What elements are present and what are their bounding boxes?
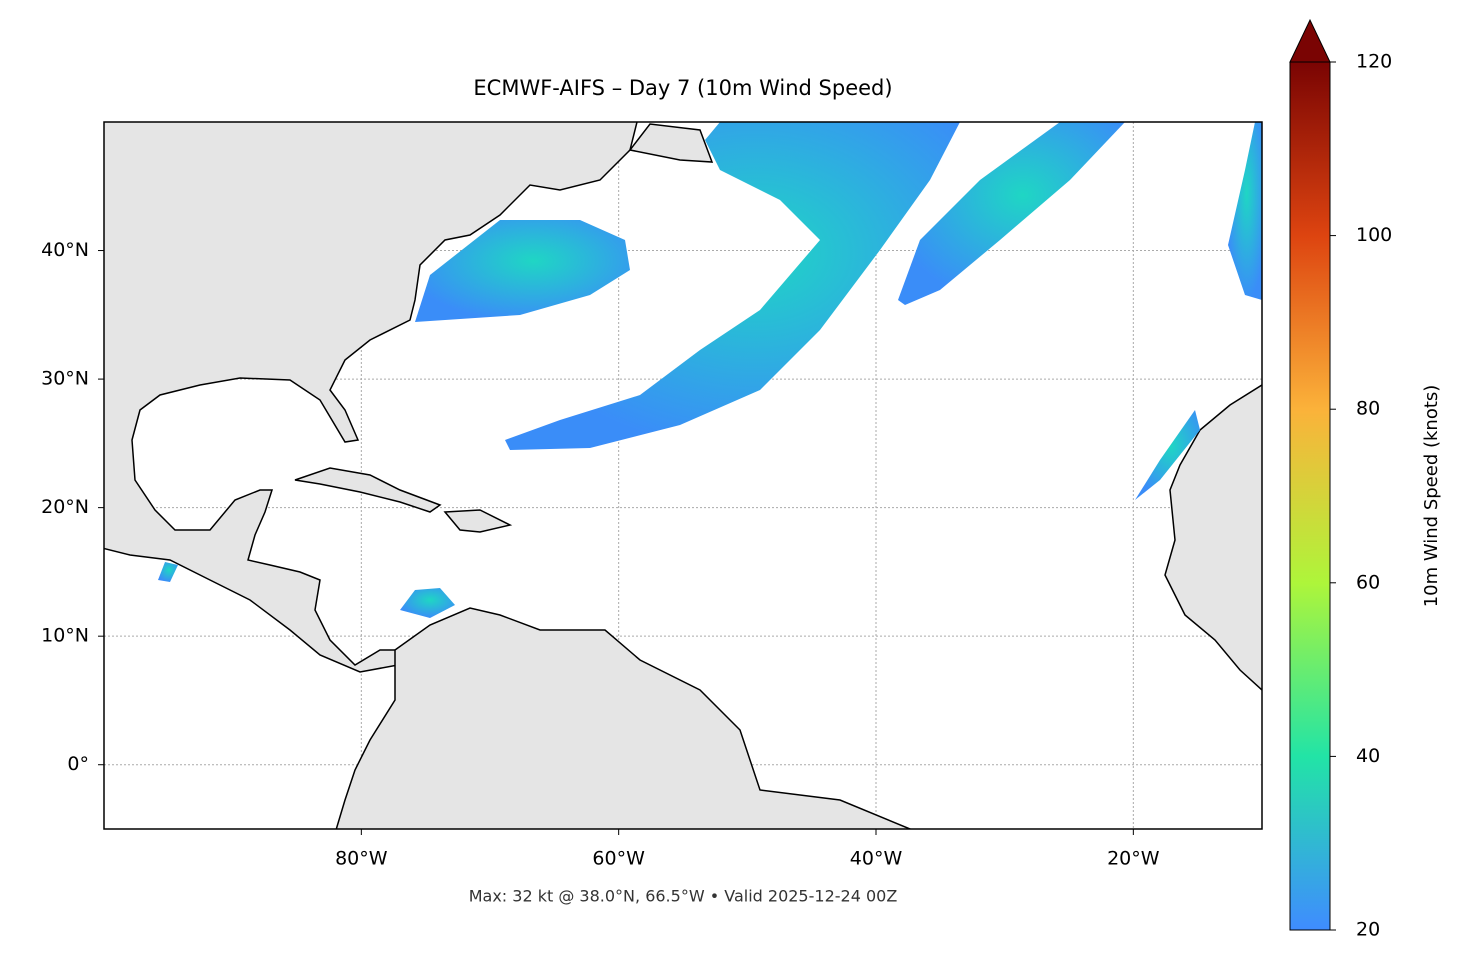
north-america	[104, 122, 638, 673]
colorbar-label: 10m Wind Speed (knots)	[1421, 385, 1442, 608]
colorbar-tick-label: 20	[1356, 919, 1380, 941]
title: ECMWF-AIFS – Day 7 (10m Wind Speed)	[473, 76, 892, 100]
hispaniola	[443, 509, 513, 533]
wind-region	[898, 122, 1125, 305]
wind-region	[1228, 122, 1262, 300]
newfoundland	[628, 123, 714, 163]
colorbar-tick-label: 60	[1356, 571, 1380, 593]
africa	[1164, 384, 1262, 691]
south-america	[335, 607, 911, 829]
cuba	[294, 467, 442, 513]
plot-frame	[103, 121, 1263, 830]
y-tick-label: 40°N	[41, 239, 89, 261]
y-tick-label: 20°N	[41, 496, 89, 518]
wind-region	[1135, 410, 1200, 500]
y-tick-label: 10°N	[41, 625, 89, 647]
wind-region	[158, 562, 178, 582]
colorbar-tick-label: 40	[1356, 745, 1380, 767]
colorbar-tick-label: 120	[1356, 51, 1392, 73]
colorbar-tick-label: 80	[1356, 398, 1380, 420]
wind-region	[415, 220, 630, 322]
x-tick-label: 80°W	[335, 848, 388, 870]
x-tick-label: 40°W	[850, 848, 903, 870]
y-tick-label: 0°	[67, 753, 89, 775]
wind-region	[400, 588, 455, 618]
x-tick-label: 60°W	[592, 848, 645, 870]
wind-region	[505, 122, 960, 450]
colorbar-extend	[1289, 18, 1331, 63]
x-tick-label: 20°W	[1107, 848, 1160, 870]
map-area	[104, 122, 1262, 829]
colorbar-tick-label: 100	[1356, 224, 1392, 246]
colorbar	[1289, 61, 1331, 931]
y-tick-label: 30°N	[41, 368, 89, 390]
footnote: Max: 32 kt @ 38.0°N, 66.5°W • Valid 2025…	[469, 887, 898, 906]
